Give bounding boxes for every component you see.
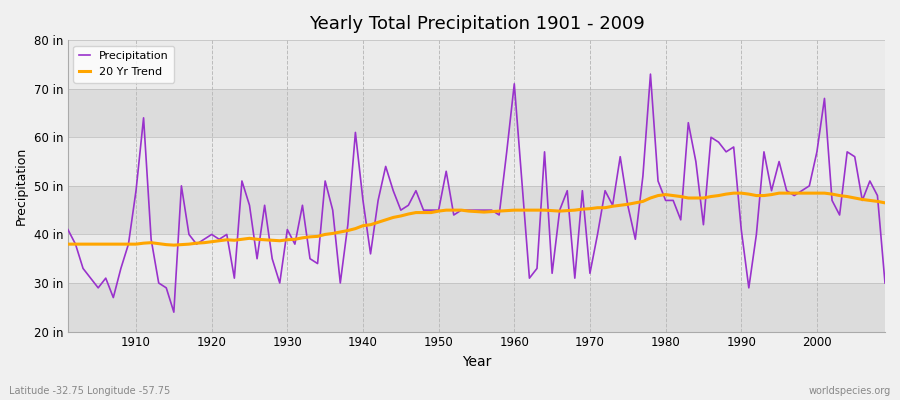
Precipitation (62, 227, 73, 232)
Y-axis label: Precipitation: Precipitation (15, 147, 28, 225)
Legend: Precipitation, 20 Yr Trend: Precipitation, 20 Yr Trend (74, 46, 175, 82)
X-axis label: Year: Year (462, 355, 491, 369)
Bar (68, 89, 885, 137)
20 Yr Trend (62, 242, 73, 246)
Bar (68, 186, 885, 234)
Bar (68, 137, 885, 186)
Line: Precipitation: Precipitation (68, 74, 885, 312)
Precipitation (517, 178, 527, 183)
Line: 20 Yr Trend: 20 Yr Trend (68, 193, 885, 245)
Precipitation (879, 281, 890, 286)
20 Yr Trend (123, 242, 134, 246)
20 Yr Trend (728, 191, 739, 196)
Precipitation (645, 72, 656, 76)
20 Yr Trend (508, 208, 519, 212)
Precipitation (297, 203, 308, 208)
Precipitation (508, 82, 519, 86)
20 Yr Trend (879, 200, 890, 205)
Bar (68, 40, 885, 89)
20 Yr Trend (297, 236, 308, 240)
20 Yr Trend (517, 208, 527, 212)
Precipitation (342, 222, 353, 227)
Precipitation (168, 310, 179, 314)
Text: worldspecies.org: worldspecies.org (809, 386, 891, 396)
Bar (68, 283, 885, 332)
20 Yr Trend (342, 228, 353, 233)
Precipitation (123, 242, 134, 246)
Precipitation (608, 203, 618, 208)
Bar (68, 234, 885, 283)
20 Yr Trend (168, 243, 179, 248)
Text: Latitude -32.75 Longitude -57.75: Latitude -32.75 Longitude -57.75 (9, 386, 170, 396)
20 Yr Trend (608, 204, 618, 209)
Title: Yearly Total Precipitation 1901 - 2009: Yearly Total Precipitation 1901 - 2009 (309, 15, 644, 33)
